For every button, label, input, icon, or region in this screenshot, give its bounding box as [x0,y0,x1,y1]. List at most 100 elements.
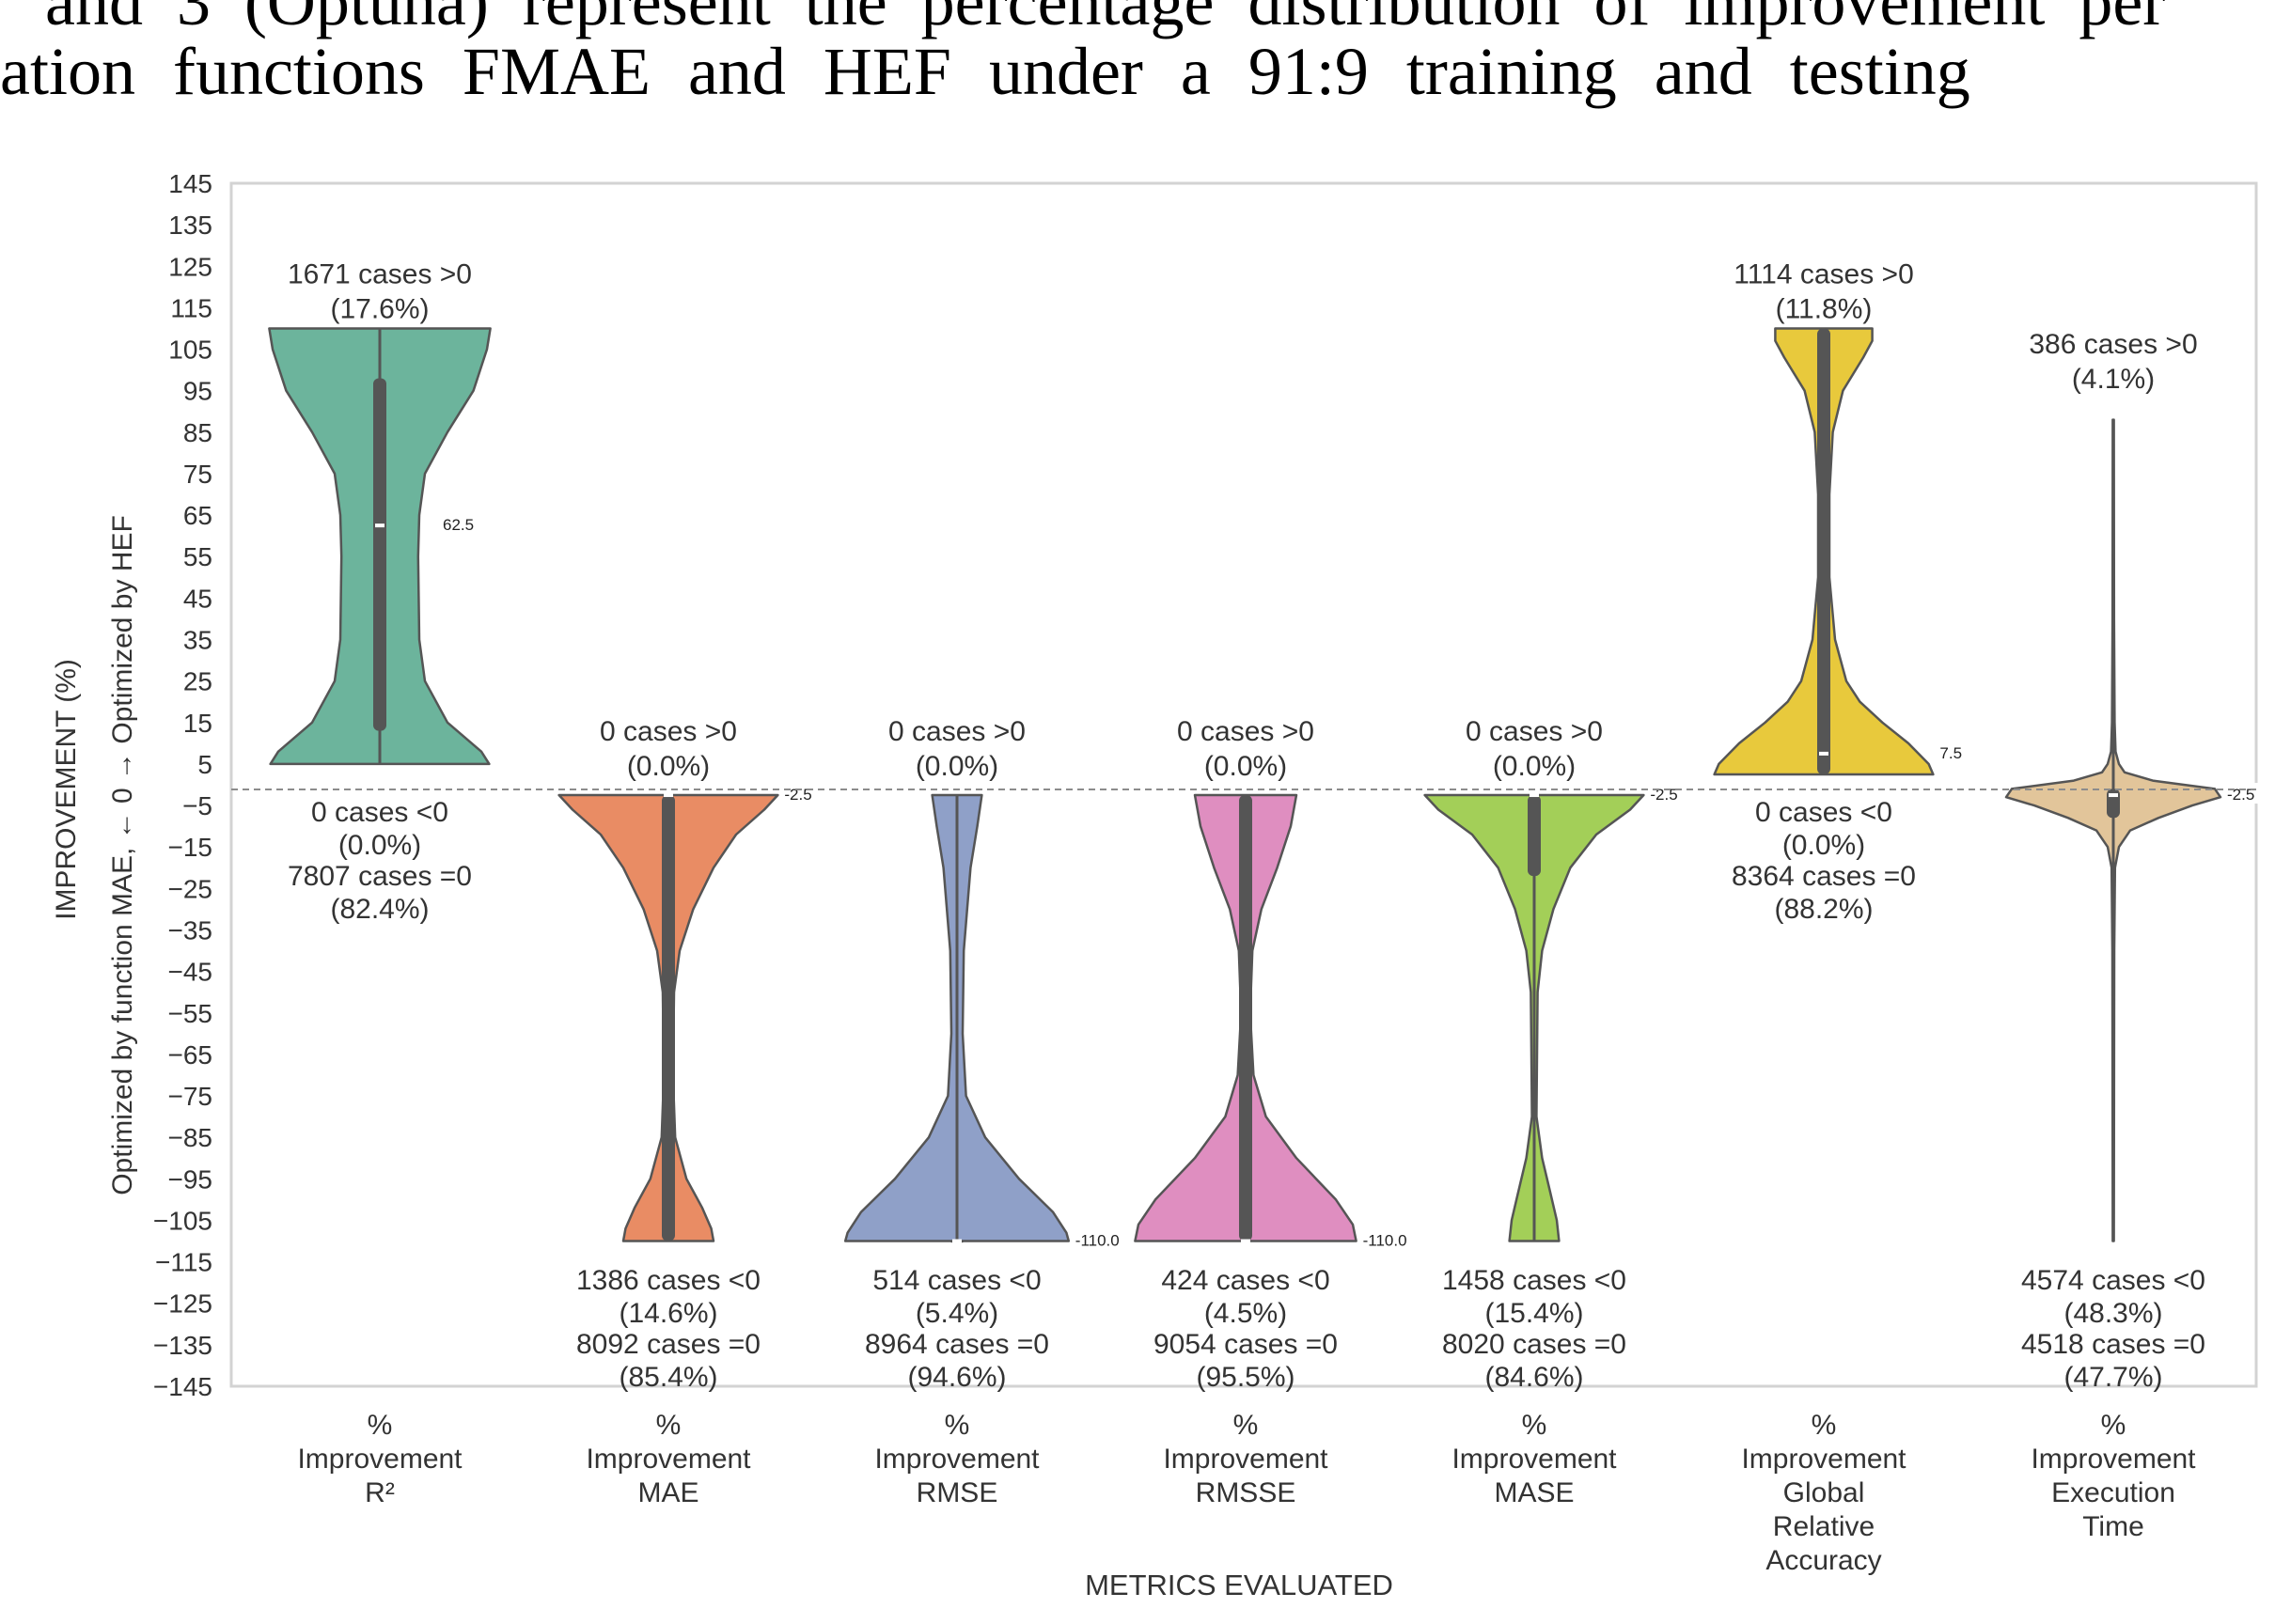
median-value-label: -2.5 [1650,786,1677,804]
y-tick-label: 35 [183,626,212,655]
y-tick-label: 115 [170,293,212,322]
y-axis-ticks: 145 135 125 115 105 95 85 75 65 55 45 35 25 15 5 −5 −15 −… [153,169,212,1401]
x-category-label: % [656,1410,682,1441]
x-category-label: % [1812,1410,1837,1441]
positive-cases-annotation: 1114 cases >0 [1734,258,1914,289]
negative-cases-annotation: 8364 cases =0 [1732,861,1916,892]
violin-iqr-box [1239,795,1252,1241]
negative-cases-annotation: 0 cases <0 [1755,797,1892,828]
document-text-line-2: ation functions FMAE and HEF under a 91:… [0,34,1970,109]
negative-cases-annotation: 1458 cases <0 [1442,1265,1626,1296]
median-label-bg [2223,783,2268,804]
negative-cases-annotation: (5.4%) [916,1298,998,1329]
y-tick-label: 15 [183,709,212,738]
y-tick-label: −15 [168,833,213,862]
violin-median-marker [664,793,673,798]
x-category-label: % [2101,1410,2126,1441]
y-tick-label: 95 [183,377,212,406]
negative-cases-annotation: (48.3%) [2063,1298,2162,1329]
y-tick-label: −85 [168,1123,213,1152]
x-category-label: Improvement [1163,1444,1328,1475]
x-axis-title: METRICS EVALUATED [1085,1569,1393,1601]
x-category-label: % [945,1410,970,1441]
median-value-label: 7.5 [1939,744,1962,762]
violins-group: 62.5 -2.5 -110.0 -110.0 -2.5 7.5 -2.5 [268,327,2268,1250]
negative-cases-annotation: 4518 cases =0 [2021,1329,2205,1360]
positive-cases-annotation: (0.0%) [1204,751,1287,782]
positive-cases-annotation: (11.8%) [1776,293,1873,324]
median-value-label: -2.5 [784,786,811,804]
positive-cases-annotation: 1671 cases >0 [288,258,472,289]
median-label-bg [439,513,484,535]
y-tick-label: 55 [183,542,212,571]
x-category-label: % [1233,1410,1259,1441]
positive-cases-annotation: (0.0%) [627,751,710,782]
negative-cases-annotation: (95.5%) [1196,1362,1294,1393]
y-tick-label: −55 [168,999,213,1028]
median-label-bg [1646,783,1692,804]
y-tick-label: 5 [197,750,212,779]
median-label-bg [1071,1228,1136,1250]
annotations-group: 1671 cases >0(17.6%)0 cases <0(0.0%)7807… [288,258,2205,1393]
x-category-label: Time [2082,1511,2144,1542]
violin-median-marker [2109,793,2118,798]
y-tick-label: −35 [168,915,213,945]
negative-cases-annotation: 8092 cases =0 [576,1329,761,1360]
violin-median-marker [1819,751,1828,756]
median-value-label: -110.0 [1363,1232,1407,1250]
y-tick-label: −45 [168,958,213,987]
violin-iqr-box [1817,328,1830,774]
median-value-label: 62.5 [443,516,474,534]
x-category-label: Improvement [1741,1444,1906,1475]
positive-cases-annotation: 0 cases >0 [600,716,737,747]
x-category-label: % [368,1410,393,1441]
y-tick-label: 145 [168,169,212,198]
positive-cases-annotation: (0.0%) [916,751,998,782]
positive-cases-annotation: 386 cases >0 [2029,329,2197,360]
y-axis-title-line-1: IMPROVEMENT (%) [51,659,82,920]
x-category-label: MAE [637,1477,698,1508]
negative-cases-annotation: 8964 cases =0 [865,1329,1049,1360]
violin-median-marker [952,1239,962,1243]
negative-cases-annotation: (14.6%) [619,1298,717,1329]
violin-iqr-box [373,378,386,731]
x-category-label: MASE [1494,1477,1574,1508]
negative-cases-annotation: 7807 cases =0 [288,861,472,892]
x-category-label: RMSE [917,1477,998,1508]
y-tick-label: 125 [168,252,212,281]
y-tick-label: 135 [168,211,212,240]
y-tick-label: 75 [183,460,212,489]
y-tick-label: −115 [155,1248,212,1277]
y-tick-label: −25 [168,874,213,903]
x-category-label: R² [365,1477,395,1508]
negative-cases-annotation: (4.5%) [1204,1298,1287,1329]
x-category-label: Execution [2051,1477,2175,1508]
x-category-label: RMSSE [1196,1477,1296,1508]
y-tick-label: −145 [153,1372,212,1401]
y-tick-label: 65 [183,501,212,530]
negative-cases-annotation: 424 cases <0 [1161,1265,1329,1296]
positive-cases-annotation: 0 cases >0 [1466,716,1603,747]
y-tick-label: −75 [168,1082,213,1111]
negative-cases-annotation: (94.6%) [907,1362,1006,1393]
negative-cases-annotation: 9054 cases =0 [1153,1329,1338,1360]
y-tick-label: −65 [168,1040,213,1070]
x-category-label: Relative [1773,1511,1875,1542]
violin-iqr-box [1528,795,1541,877]
y-tick-label: 85 [183,418,212,447]
negative-cases-annotation: (0.0%) [1782,830,1865,861]
negative-cases-annotation: 514 cases <0 [872,1265,1041,1296]
negative-cases-annotation: (85.4%) [619,1362,717,1393]
positive-cases-annotation: (0.0%) [1493,751,1576,782]
median-label-bg [780,783,826,804]
y-tick-label: −135 [153,1331,212,1360]
negative-cases-annotation: 1386 cases <0 [576,1265,761,1296]
median-value-label: -2.5 [2227,786,2254,804]
y-axis-title-line-2: Optimized by function MAE, ← 0 → Optimiz… [107,515,138,1195]
y-tick-label: 25 [183,667,212,696]
negative-cases-annotation: 4574 cases <0 [2021,1265,2205,1296]
x-category-label: Global [1783,1477,1865,1508]
negative-cases-annotation: (88.2%) [1774,894,1873,925]
x-category-label: % [1522,1410,1547,1441]
